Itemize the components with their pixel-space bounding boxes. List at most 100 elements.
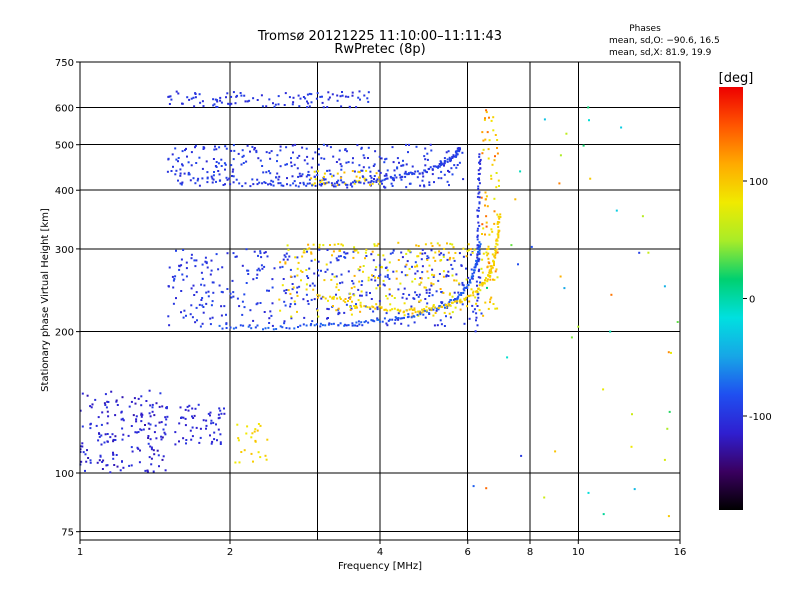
data-point [192,417,195,419]
data-point [200,283,203,286]
data-point [452,246,455,249]
data-point [180,290,183,292]
data-point [454,252,457,254]
data-point [470,277,473,280]
data-point [141,413,144,416]
data-point [253,250,256,253]
data-point [212,98,215,101]
data-point [486,131,489,134]
data-point [149,445,152,448]
data-point [322,143,325,146]
data-point [352,324,355,327]
data-point [428,295,431,297]
data-point [353,274,356,277]
data-point [204,260,207,263]
data-point [424,243,427,246]
data-point [341,181,344,184]
data-point [400,251,403,254]
data-point [383,258,386,261]
data-point [455,154,458,157]
data-point [272,102,274,105]
data-point [323,157,326,160]
data-point [347,95,350,98]
data-point [306,162,309,165]
data-point [287,289,290,292]
data-point [163,431,166,434]
data-point [303,159,306,162]
data-point [321,324,324,327]
data-point [299,97,302,100]
data-point [187,409,190,412]
data-point [241,185,244,188]
data-point [186,155,188,158]
data-point [438,253,441,256]
data-point [299,324,302,327]
data-point [338,158,341,161]
data-point [411,312,414,315]
data-point [259,456,262,459]
data-point [109,471,112,474]
data-point [384,158,387,161]
data-point [95,424,98,427]
data-point [385,173,388,176]
data-point [403,314,406,317]
data-point [358,164,361,167]
data-point [310,177,313,180]
data-point [367,146,370,149]
data-point [279,149,282,152]
data-point [485,109,488,112]
data-point [570,336,573,339]
data-point [358,176,361,179]
data-point [322,296,325,299]
data-point [152,470,155,473]
data-point [367,157,369,159]
data-point [478,153,481,156]
data-point [105,406,108,409]
data-point [215,423,217,426]
data-point [340,179,343,182]
data-point [362,176,365,179]
data-point [353,305,356,307]
data-point [285,146,288,149]
data-point [472,485,475,488]
data-point [419,277,422,279]
data-point [441,163,444,166]
data-point [297,326,299,328]
data-point [363,182,366,185]
data-point [306,100,308,103]
data-point [238,182,241,185]
data-point [254,439,257,442]
data-point [89,427,92,430]
data-point [182,249,185,251]
data-point [232,291,235,294]
data-point [181,150,184,153]
data-point [379,171,382,174]
data-point [210,175,213,178]
data-point [232,168,235,171]
data-point [420,258,423,261]
data-point [290,315,293,318]
data-point [290,317,293,320]
data-point [440,291,443,293]
data-point [186,405,189,408]
data-point [479,276,482,279]
data-point [219,441,222,444]
data-point [406,316,409,319]
data-point [377,176,380,179]
data-point [340,273,343,276]
data-point [491,163,494,166]
data-point [119,469,122,472]
data-point [386,309,389,312]
data-point [340,165,343,168]
data-point [479,162,482,165]
data-point [461,303,464,306]
data-point [469,248,472,251]
data-point [490,174,493,177]
data-point [263,251,266,254]
data-point [144,424,146,426]
data-point [189,429,192,432]
data-point [408,267,411,270]
data-point [215,166,218,168]
data-point [663,285,666,288]
